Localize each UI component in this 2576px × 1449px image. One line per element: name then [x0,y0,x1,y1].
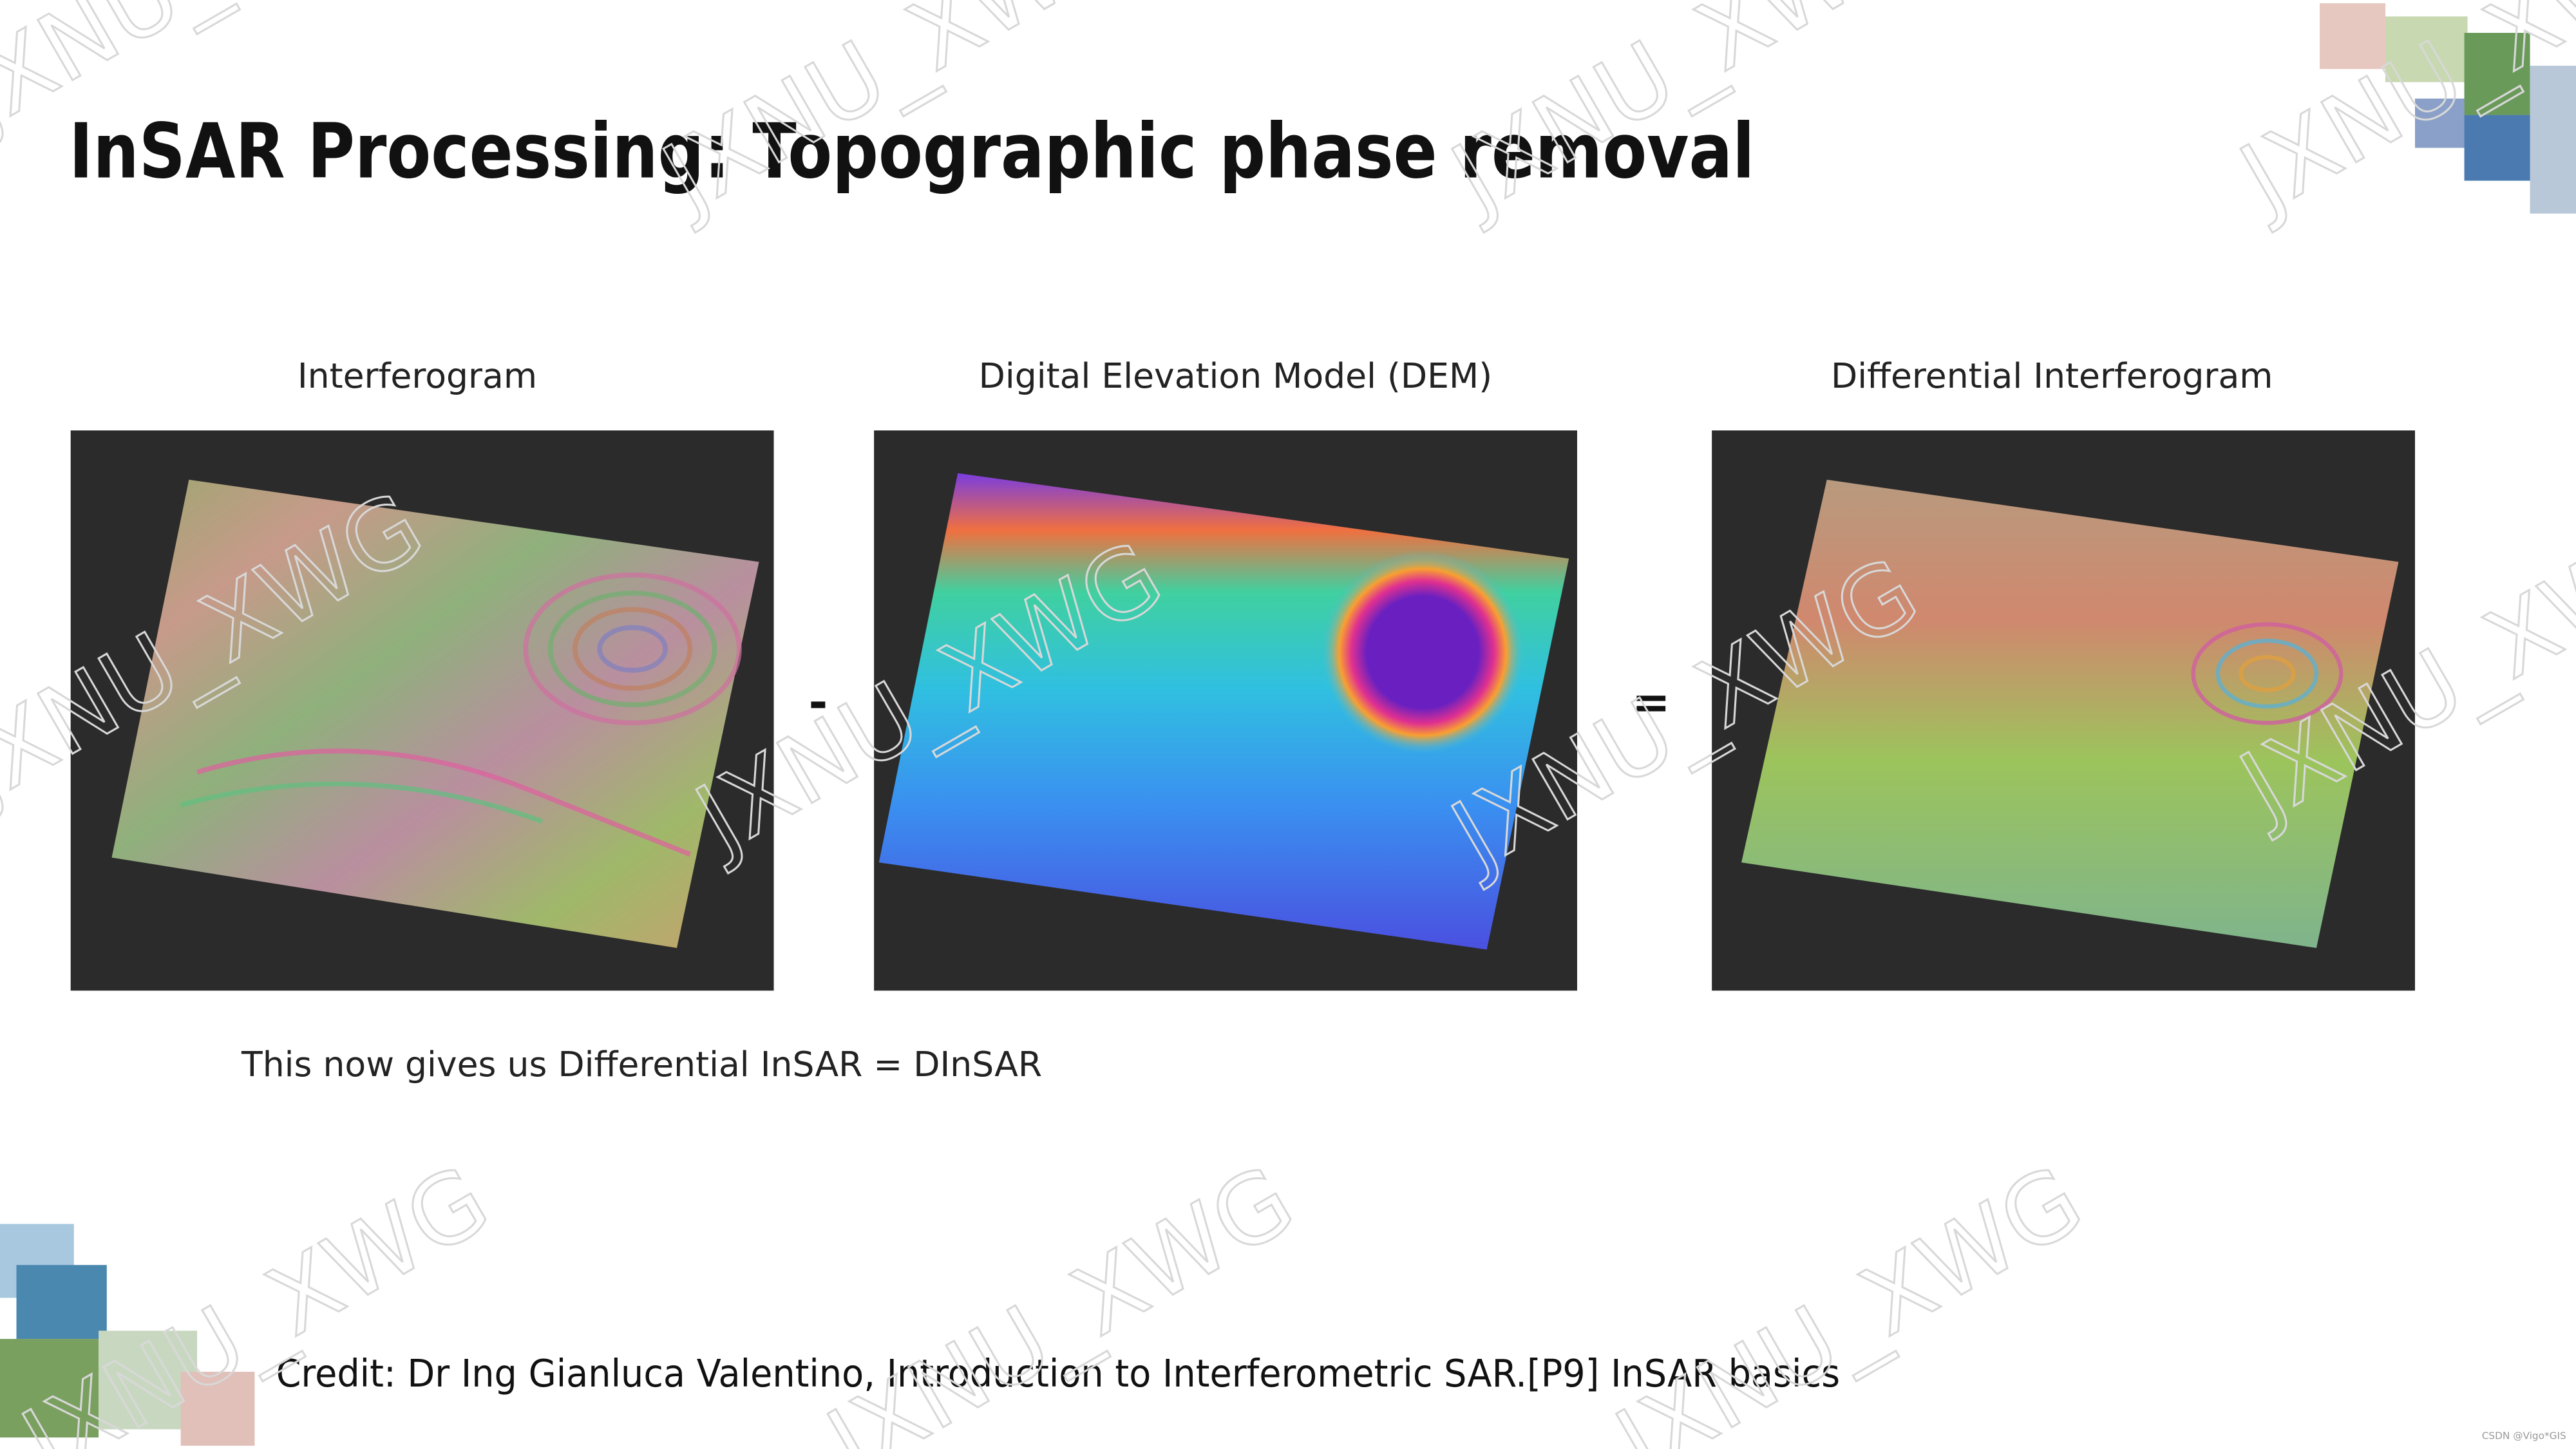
watermark: JXNU_XWG [1430,0,1936,236]
interferogram-image [70,430,774,991]
source-mark: CSDN @Vigo*GIS [2482,1430,2566,1442]
panel-label: Digital Elevation Model (DEM) [979,355,1493,396]
corner-decor [0,3,2576,1446]
differential-interferogram-image [1712,430,2415,991]
watermark: JXNU_XWG [806,1144,1312,1449]
caption: This now gives us Differential InSAR = D… [241,1044,1042,1084]
operator: = [1632,676,1671,729]
dem-image [874,430,1577,991]
slide-title: InSAR Processing: Topographic phase remo… [69,108,1754,196]
credit: Credit: Dr Ing Gianluca Valentino, Intro… [276,1352,1841,1396]
panel-label: Differential Interferogram [1831,355,2273,396]
panel-label: Interferogram [298,355,537,396]
operator: - [809,676,828,729]
watermark: JXNU_XWG [1595,1144,2101,1449]
